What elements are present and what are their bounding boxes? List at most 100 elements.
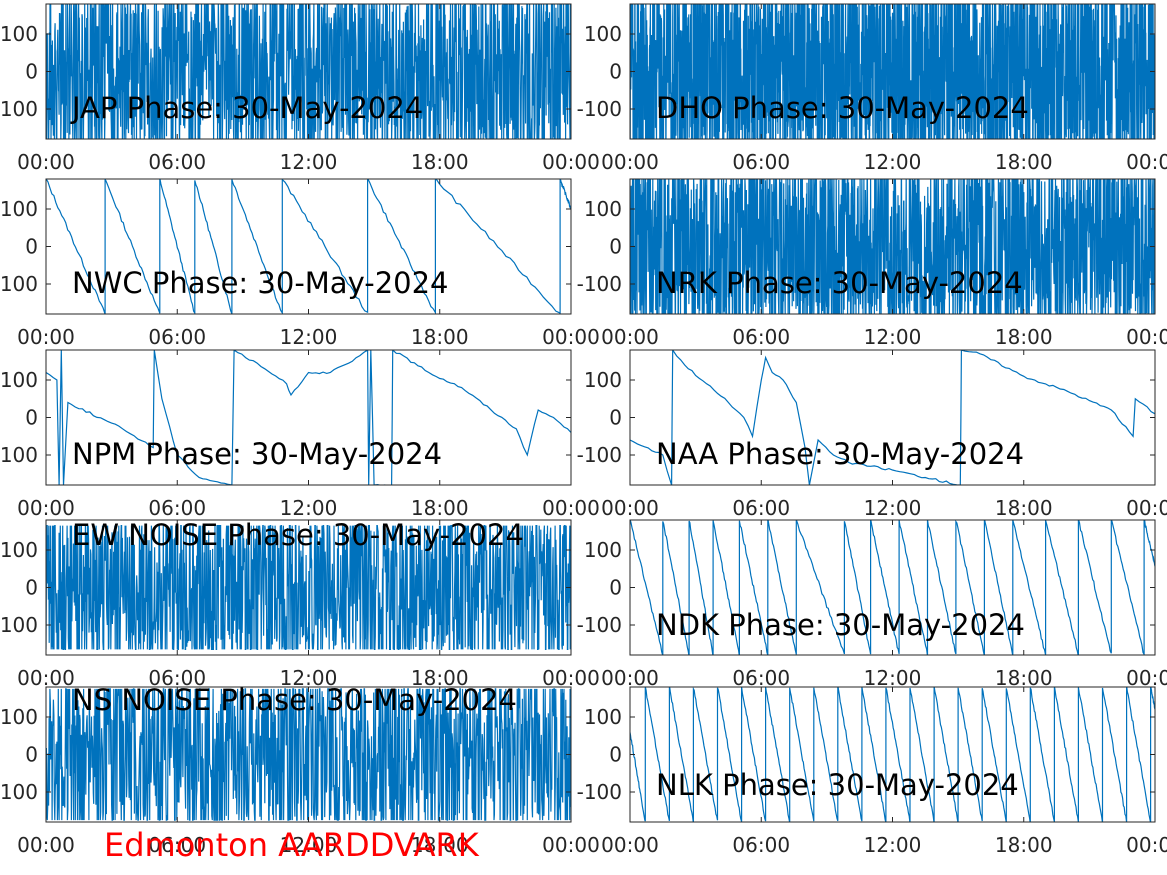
station-label: Edmonton AARDDVARK: [104, 826, 479, 864]
panel-3-x-tick-label: 12:00: [280, 325, 338, 349]
panel-10-x-tick-label: 00:00: [1126, 833, 1167, 857]
panel-6-x-tick-label: 06:00: [732, 496, 790, 520]
panel-3-y-tick-label: -100: [0, 272, 38, 296]
panel-3-x-tick-label: 06:00: [148, 325, 206, 349]
panel-9-x-tick-label: 06:00: [148, 833, 206, 857]
panel-2-x-tick-label: 06:00: [732, 150, 790, 174]
panel-2-x-tick-label: 12:00: [864, 150, 922, 174]
panel-5-title: NPM Phase: 30-May-2024: [72, 437, 442, 471]
panel-9-axes: 100 0 -100 00:00 06:00 12:00 18:00 00:00 NS NOIS…: [0, 683, 600, 857]
panel-6-x-tick-label: 18:00: [995, 496, 1053, 520]
panel-2-x-tick-label: 00:00: [601, 150, 659, 174]
panel-2-y-tick-label: 100: [584, 22, 622, 46]
panel-10-x-tick-label: 12:00: [864, 833, 922, 857]
panel-8-x-tick-label: 00:00: [601, 666, 659, 690]
panel-9-y-tick-label: -100: [0, 780, 38, 804]
panel-5-x-tick-label: 12:00: [280, 496, 338, 520]
panel-7-y-tick-label: 100: [0, 538, 38, 562]
panel-3-x-tick-label: 00:00: [542, 325, 600, 349]
panel-8-axes: 100 0 -100 00:00 06:00 12:00 18:00 00:00 NDK Pha…: [577, 519, 1167, 690]
panel-4-x-tick-label: 06:00: [732, 325, 790, 349]
panel-1-x-tick-label: 18:00: [411, 150, 469, 174]
panel-9-y-tick-label: 0: [25, 743, 38, 767]
panel-1-y-tick-label: 0: [25, 60, 38, 84]
panel-9-x-tick-label: 18:00: [411, 833, 469, 857]
panel-4-axes: 100 0 -100 00:00 06:00 12:00 18:00 00:00 NRK Pha…: [577, 178, 1167, 349]
panel-7-x-tick-label: 18:00: [411, 666, 469, 690]
panel-1-y-tick-label: 100: [0, 22, 38, 46]
panel-4-x-tick-label: 00:00: [1126, 325, 1167, 349]
panel-10-x-tick-label: 00:00: [601, 833, 659, 857]
panel-6-title: NAA Phase: 30-May-2024: [656, 437, 1024, 471]
panel-4-x-tick-label: 00:00: [601, 325, 659, 349]
panel-2-y-tick-label: 0: [609, 60, 622, 84]
panel-2-y-tick-label: -100: [577, 97, 622, 121]
panel-8-series-line: [630, 520, 1155, 655]
panel-6-y-tick-label: 100: [584, 368, 622, 392]
panel-5-y-tick-label: -100: [0, 443, 38, 467]
panel-1-title: JAP Phase: 30-May-2024: [70, 91, 423, 125]
panel-9-x-tick-label: 12:00: [280, 833, 338, 857]
panel-3-y-tick-label: 100: [0, 197, 38, 221]
panel-5-axes: 100 0 -100 00:00 06:00 12:00 18:00 00:00 NPM Pha…: [0, 349, 600, 520]
panel-9-x-tick-label: 00:00: [17, 833, 75, 857]
panel-5-x-tick-label: 00:00: [542, 496, 600, 520]
panel-1-axes: 100 0 -100 00:00 06:00 12:00 18:00 00:00 JAP Pha…: [0, 3, 600, 174]
panel-8-x-tick-label: 06:00: [732, 666, 790, 690]
panel-8-y-tick-label: 0: [609, 576, 622, 600]
panel-1-x-tick-label: 06:00: [148, 150, 206, 174]
panel-1-x-tick-label: 12:00: [280, 150, 338, 174]
panel-7-title: EW NOISE Phase: 30-May-2024: [72, 518, 524, 552]
panel-3-series-line: [46, 179, 571, 314]
panel-1-y-tick-label: -100: [0, 97, 38, 121]
panel-2-x-tick-label: 18:00: [995, 150, 1053, 174]
panel-3-x-tick-label: 18:00: [411, 325, 469, 349]
panel-2-title: DHO Phase: 30-May-2024: [656, 91, 1029, 125]
panel-10-x-tick-label: 18:00: [995, 833, 1053, 857]
panel-8-y-tick-label: -100: [577, 613, 622, 637]
panel-2-axes: 100 0 -100 00:00 06:00 12:00 18:00 00:00 DHO Pha…: [577, 3, 1167, 174]
panel-1-series-line: [46, 4, 571, 139]
panel-9-y-tick-label: 100: [0, 705, 38, 729]
panel-10-axes: 100 0 -100 00:00 06:00 12:00 18:00 00:00 NLK Pha…: [577, 686, 1167, 857]
panel-8-x-tick-label: 00:00: [1126, 666, 1167, 690]
panel-7-x-tick-label: 06:00: [148, 666, 206, 690]
panel-5-series-line: [46, 350, 571, 485]
panel-4-x-tick-label: 18:00: [995, 325, 1053, 349]
panel-6-y-tick-label: -100: [577, 443, 622, 467]
panel-5-x-tick-label: 06:00: [148, 496, 206, 520]
panel-3-title: NWC Phase: 30-May-2024: [72, 266, 449, 300]
panel-9-title: NS NOISE Phase: 30-May-2024: [72, 683, 517, 717]
panel-3-axes: 100 0 -100 00:00 06:00 12:00 18:00 00:00 NWC Pha…: [0, 178, 600, 349]
panel-8-x-tick-label: 18:00: [995, 666, 1053, 690]
panel-1-x-tick-label: 00:00: [17, 150, 75, 174]
panel-10-title: NLK Phase: 30-May-2024: [656, 768, 1019, 802]
panel-4-y-tick-label: 100: [584, 197, 622, 221]
panel-8-x-tick-label: 12:00: [864, 666, 922, 690]
panel-10-y-tick-label: 100: [584, 705, 622, 729]
panel-8-title: NDK Phase: 30-May-2024: [656, 608, 1025, 642]
panel-6-x-tick-label: 00:00: [601, 496, 659, 520]
panel-4-y-tick-label: -100: [577, 272, 622, 296]
panel-2-x-tick-label: 00:00: [1126, 150, 1167, 174]
panel-6-x-tick-label: 12:00: [864, 496, 922, 520]
panel-6-series-line: [630, 350, 1155, 485]
panel-7-y-tick-label: 0: [25, 576, 38, 600]
panel-10-y-tick-label: 0: [609, 743, 622, 767]
panel-1-x-tick-label: 00:00: [542, 150, 600, 174]
panel-7-axes: 100 0 -100 00:00 06:00 12:00 18:00 00:00 EW NOIS…: [0, 518, 600, 690]
panel-6-y-tick-label: 0: [609, 406, 622, 430]
panel-5-y-tick-label: 100: [0, 368, 38, 392]
panel-5-x-tick-label: 00:00: [17, 496, 75, 520]
panel-10-x-tick-label: 06:00: [732, 833, 790, 857]
panel-2-series-line: [630, 4, 1155, 139]
panel-5-y-tick-label: 0: [25, 406, 38, 430]
panel-4-x-tick-label: 12:00: [864, 325, 922, 349]
panel-4-title: NRK Phase: 30-May-2024: [656, 266, 1023, 300]
panel-8-y-tick-label: 100: [584, 538, 622, 562]
panel-6-axes: 100 0 -100 00:00 06:00 12:00 18:00 00:00 NAA Pha…: [577, 349, 1167, 520]
panel-4-y-tick-label: 0: [609, 235, 622, 259]
panel-4-series-line: [630, 179, 1155, 314]
panel-7-y-tick-label: -100: [0, 613, 38, 637]
